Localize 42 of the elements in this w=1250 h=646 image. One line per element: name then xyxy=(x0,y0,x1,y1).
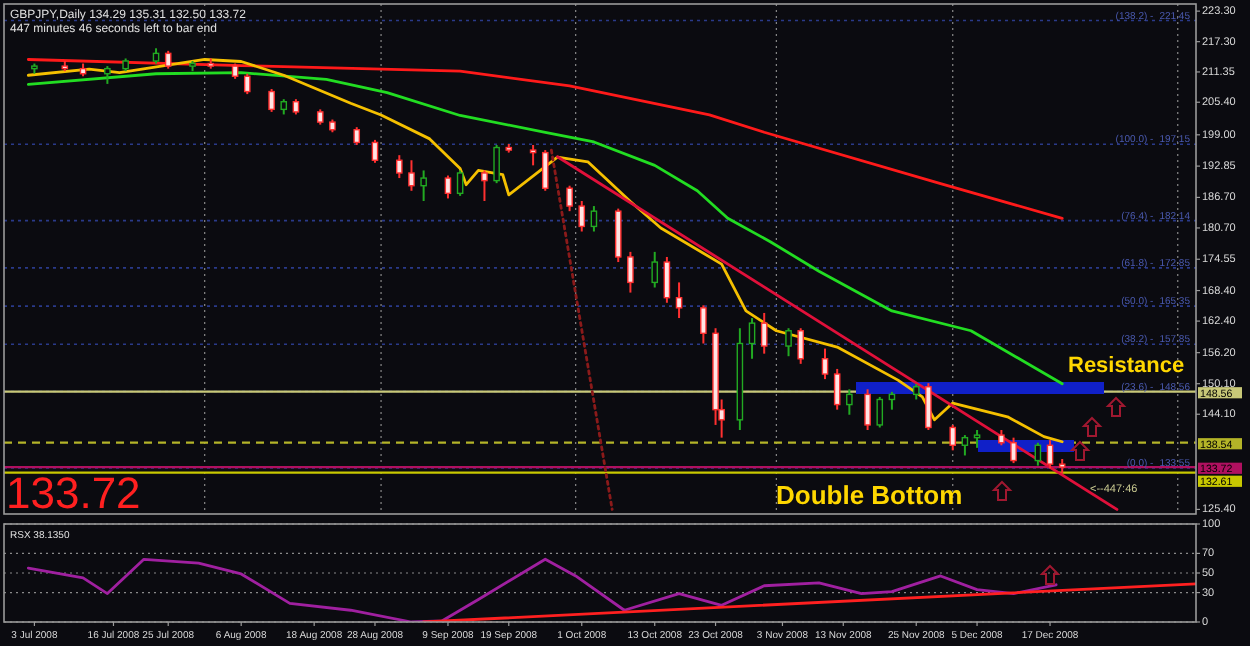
candlestick xyxy=(846,388,853,416)
annotation: Resistance xyxy=(1068,354,1185,378)
candlestick xyxy=(876,395,884,429)
annotation: Double Bottom xyxy=(776,480,963,510)
candlestick xyxy=(420,169,427,202)
annotation: 133.72 xyxy=(6,468,141,518)
candlestick xyxy=(590,205,598,233)
candlestick xyxy=(444,174,452,200)
line-series xyxy=(26,557,1058,622)
candlestick xyxy=(493,143,500,185)
candlestick xyxy=(371,138,379,164)
candlestick xyxy=(396,154,403,180)
candlestick xyxy=(760,311,768,355)
candlestick xyxy=(481,169,488,202)
candlestick xyxy=(243,72,251,96)
candlestick xyxy=(821,347,829,381)
candlestick xyxy=(833,367,841,411)
line-series xyxy=(26,58,1064,220)
candlestick xyxy=(663,255,671,304)
candlestick xyxy=(614,207,622,264)
candlestick xyxy=(408,159,415,192)
candlestick xyxy=(925,382,932,432)
candlestick xyxy=(1010,436,1017,465)
candlestick xyxy=(748,317,756,360)
candlestick xyxy=(541,149,549,192)
line-series xyxy=(26,58,1064,444)
candlestick xyxy=(797,327,804,365)
candlestick xyxy=(785,327,792,358)
candlestick xyxy=(961,434,969,457)
candlestick xyxy=(529,143,537,167)
candlestick xyxy=(675,281,683,320)
candlestick xyxy=(578,199,586,233)
candlestick xyxy=(456,169,464,197)
candlestick xyxy=(566,184,573,213)
candlestick xyxy=(627,250,634,294)
candlestick xyxy=(651,250,659,289)
line-series xyxy=(26,71,1064,386)
candlestick xyxy=(864,388,871,432)
candlestick xyxy=(949,423,957,452)
candlestick xyxy=(700,304,707,345)
candlestick xyxy=(268,88,275,113)
candlestick xyxy=(1046,439,1054,470)
